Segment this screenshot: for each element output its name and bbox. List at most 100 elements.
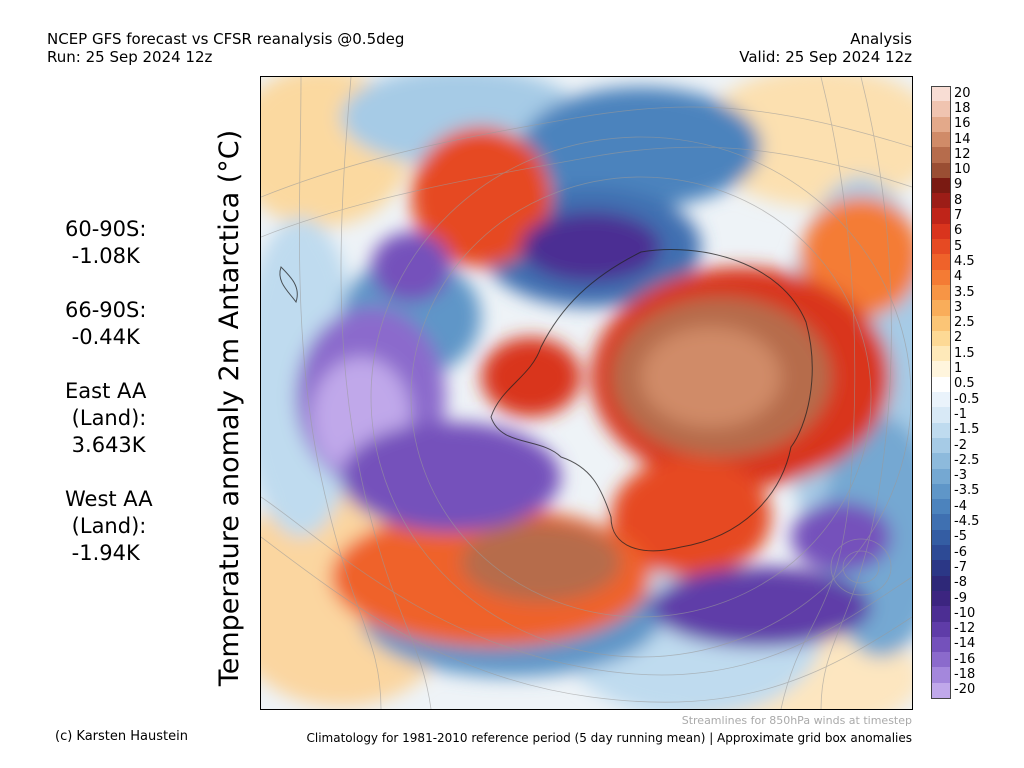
colorbar-label: 8: [954, 192, 963, 208]
colorbar-cell: [931, 254, 951, 271]
colorbar-label: 2.5: [954, 315, 975, 331]
stat-60-90s: 60-90S: -1.08K: [65, 217, 147, 268]
colorbar-cell: [931, 667, 951, 684]
colorbar-cell: [931, 361, 951, 378]
colorbar-label: 5: [954, 238, 963, 254]
run-time: Run: 25 Sep 2024 12z: [47, 48, 213, 66]
analysis-label: Analysis: [850, 30, 912, 48]
colorbar-cell: [931, 300, 951, 316]
colorbar-cell: [931, 529, 951, 546]
colorbar-label: -6: [954, 544, 967, 560]
header-right: Analysis Valid: 25 Sep 2024 12z: [739, 30, 912, 66]
colorbar-label: 3: [954, 299, 963, 315]
colorbar-cell: [931, 315, 951, 332]
colorbar-cell: [931, 453, 951, 469]
colorbar-label: 20: [954, 85, 971, 101]
colorbar-cell: [931, 147, 951, 163]
map-title: Temperature anomaly 2m Antarctica (°C): [214, 129, 245, 687]
colorbar-cell: [931, 499, 951, 515]
colorbar-cell: [931, 652, 951, 668]
colorbar-cell: [931, 606, 951, 622]
anomaly-map: [260, 76, 913, 710]
colorbar-cell: [931, 269, 951, 286]
colorbar-cell: [931, 284, 951, 301]
colorbar-cell: [931, 116, 951, 133]
colorbar-label: -9: [954, 590, 967, 606]
south-america-coastline: [279, 266, 298, 304]
colorbar-label: -7: [954, 559, 967, 575]
colorbar-label: -10: [954, 605, 976, 621]
colorbar-label: 14: [954, 131, 971, 147]
antarctica-coastline: [490, 249, 813, 552]
colorbar-cell: [931, 177, 951, 194]
valid-time: Valid: 25 Sep 2024 12z: [739, 48, 912, 66]
colorbar-label: -1: [954, 406, 967, 422]
colorbar-label: 1: [954, 361, 963, 377]
colorbar-cell: [931, 376, 951, 393]
colorbar-label: 18: [954, 100, 971, 116]
colorbar-label: 10: [954, 162, 971, 178]
colorbar-label: 3.5: [954, 284, 975, 300]
colorbar-cell: [931, 590, 951, 607]
copyright: (c) Karsten Haustein: [55, 729, 188, 744]
colorbar-cell: [931, 392, 951, 408]
climatology-note: Climatology for 1981-2010 reference peri…: [306, 731, 913, 745]
colorbar-cell: [931, 545, 951, 561]
colorbar-cell: [931, 330, 951, 347]
colorbar-label: -1.5: [954, 422, 980, 438]
colorbar-cell: [931, 422, 951, 439]
colorbar-label: -12: [954, 621, 976, 637]
colorbar-cell: [931, 346, 951, 362]
colorbar-label: -2: [954, 437, 967, 453]
colorbar-cell: [931, 193, 951, 209]
anomaly-map-svg: [261, 77, 912, 709]
colorbar-label: -5: [954, 529, 967, 545]
streamline-note: Streamlines for 850hPa winds at timestep: [681, 714, 912, 727]
colorbar-label: 16: [954, 116, 971, 132]
colorbar-label: -8: [954, 575, 967, 591]
stat-east-aa: East AA (Land): 3.643K: [65, 379, 147, 457]
colorbar-cell: [931, 468, 951, 485]
colorbar-cell: [931, 162, 951, 179]
colorbar-label: -3: [954, 468, 967, 484]
colorbar-cell: [931, 636, 951, 653]
colorbar-cell: [931, 131, 951, 148]
colorbar-label: 12: [954, 146, 971, 162]
colorbar-label: 9: [954, 177, 963, 193]
colorbar-cell: [931, 223, 951, 240]
colorbar-cell: [931, 560, 951, 577]
colorbar-cell: [931, 239, 951, 255]
wind-streamlines: [261, 77, 912, 709]
stats-panel: 60-90S: -1.08K 66-90S: -0.44K East AA (L…: [65, 216, 153, 594]
colorbar-cell: [931, 682, 951, 700]
stat-west-aa: West AA (Land): -1.94K: [65, 487, 153, 565]
colorbar: [931, 86, 951, 700]
colorbar-label: -20: [954, 682, 976, 698]
colorbar-label: 4.5: [954, 253, 975, 269]
header-left: NCEP GFS forecast vs CFSR reanalysis @0.…: [47, 30, 404, 66]
colorbar-label: 1.5: [954, 345, 975, 361]
colorbar-cell: [931, 407, 951, 424]
model-title: NCEP GFS forecast vs CFSR reanalysis @0.…: [47, 30, 405, 48]
colorbar-cell: [931, 86, 951, 103]
colorbar-label: -2.5: [954, 452, 980, 468]
colorbar-cell: [931, 101, 951, 118]
colorbar-label: -16: [954, 651, 976, 667]
colorbar-cell: [931, 483, 951, 500]
colorbar-cell: [931, 514, 951, 531]
colorbar-cell: [931, 437, 951, 454]
colorbar-label: -14: [954, 636, 976, 652]
colorbar-label: 2: [954, 330, 963, 346]
colorbar-cell: [931, 621, 951, 638]
colorbar-label: -0.5: [954, 391, 980, 407]
colorbar-label: 6: [954, 223, 963, 239]
anomaly-field: [261, 77, 912, 709]
stat-66-90s: 66-90S: -0.44K: [65, 298, 147, 349]
colorbar-label: -3.5: [954, 483, 980, 499]
colorbar-label: -4: [954, 498, 967, 514]
colorbar-cell: [931, 208, 951, 225]
colorbar-cell: [931, 575, 951, 592]
colorbar-label: 4: [954, 269, 963, 285]
colorbar-label: 7: [954, 208, 963, 224]
colorbar-label: -4.5: [954, 514, 980, 530]
